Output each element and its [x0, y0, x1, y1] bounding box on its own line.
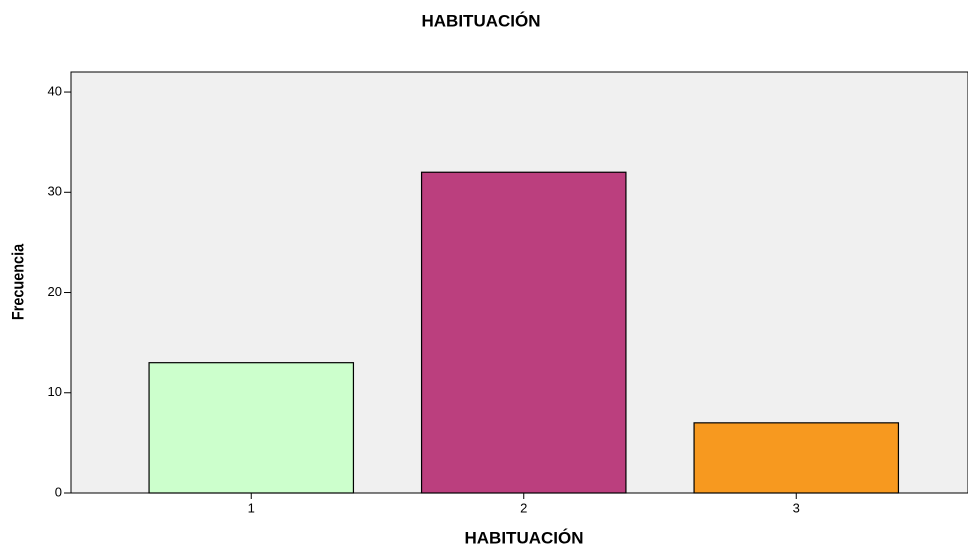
bar — [420, 171, 627, 494]
y-tick-label: 20 — [48, 284, 62, 299]
x-tick-label: 3 — [793, 500, 800, 515]
bar — [693, 422, 900, 494]
x-tick-label: 1 — [248, 500, 255, 515]
bar — [148, 362, 355, 494]
x-axis-title: HABITUACIÓN — [465, 528, 584, 547]
y-tick-label: 40 — [48, 83, 62, 98]
y-tick-label: 10 — [48, 384, 62, 399]
y-axis-title: Frecuencia — [9, 244, 27, 320]
y-tick-label: 30 — [48, 184, 62, 199]
x-tick-label: 2 — [520, 500, 527, 515]
y-tick-label: 0 — [55, 484, 62, 499]
chart-title: HABITUACIÓN — [422, 11, 541, 30]
